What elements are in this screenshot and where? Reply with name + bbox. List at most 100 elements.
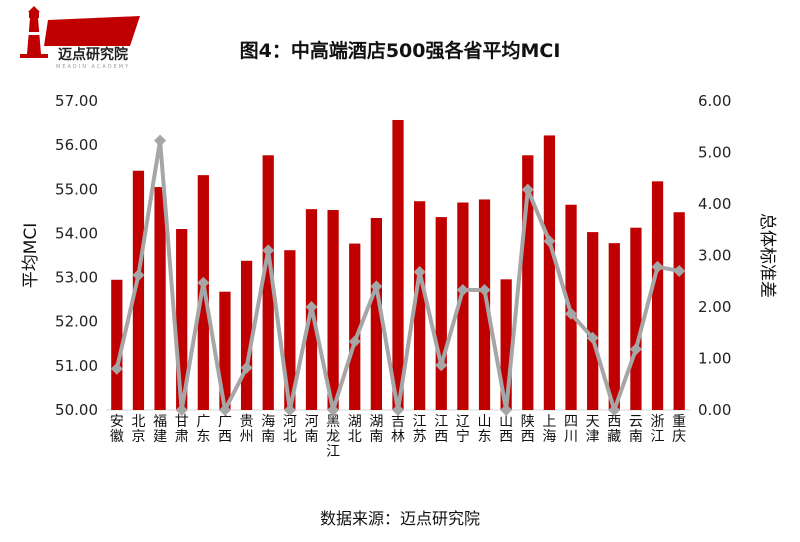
y-tick-label: 54.00 [55, 224, 98, 242]
category-label: 山东 [478, 414, 492, 445]
y-tick-label: 51.00 [55, 357, 98, 375]
line-point [500, 404, 513, 416]
bar [154, 187, 166, 410]
bar [478, 199, 491, 410]
logo-name: 迈点研究院 [58, 47, 128, 63]
category-label: 甘肃 [175, 414, 189, 445]
line-point [197, 276, 210, 289]
y2-tick-label: 4.00 [698, 195, 731, 213]
y-axis-label: 平均MCI [21, 223, 41, 289]
bar [673, 212, 685, 410]
category-label: 吉林 [391, 414, 405, 445]
line-point [456, 284, 469, 297]
line-point [218, 404, 231, 416]
category-label: 西藏 [607, 414, 621, 445]
category-label: 云南 [629, 414, 643, 445]
category-label: 河南 [304, 414, 318, 445]
line-point [262, 244, 275, 257]
category-label: 贵州 [240, 414, 254, 445]
bar [414, 201, 426, 410]
source-note: 数据来源：迈点研究院 [319, 509, 480, 528]
category-label: 重庆 [672, 414, 686, 445]
logo: 迈点研究院 MEADIN ACADEMY [8, 6, 140, 72]
y2-tick-label: 6.00 [698, 92, 731, 110]
line-point [327, 404, 340, 416]
y2-tick-label: 0.00 [698, 401, 731, 419]
category-label: 上海 [542, 414, 556, 445]
category-label: 河北 [283, 414, 297, 445]
line-point [370, 280, 383, 293]
line-point [413, 265, 426, 278]
category-label: 北京 [131, 414, 145, 445]
y-tick-label: 50.00 [55, 401, 98, 419]
line-point [305, 301, 318, 313]
line-point [240, 361, 253, 374]
y-tick-label: 56.00 [55, 136, 98, 154]
line-point [586, 331, 599, 344]
bar [219, 291, 231, 410]
line-point [629, 343, 642, 356]
line-point [283, 404, 296, 416]
line-point [348, 335, 361, 348]
category-label: 广东 [196, 414, 210, 445]
category-label: 陕西 [521, 414, 535, 445]
category-label: 湖北 [348, 414, 362, 445]
line-point [435, 359, 448, 372]
line-point [565, 307, 578, 320]
y-tick-label: 52.00 [55, 313, 98, 331]
bar [457, 202, 469, 410]
bar [111, 279, 123, 410]
line-point [110, 362, 123, 375]
bar [500, 279, 512, 410]
category-label: 湖南 [369, 414, 383, 445]
line-point [673, 264, 686, 277]
category-label: 浙江 [651, 414, 665, 445]
bar [262, 155, 274, 410]
bar [349, 243, 361, 410]
category-label: 广西 [218, 414, 232, 445]
category-label: 福建 [153, 414, 167, 445]
bar [651, 181, 664, 410]
y-tick-label: 55.00 [55, 180, 98, 198]
line-point [154, 134, 167, 147]
line-point [478, 284, 491, 297]
category-label: 海南 [261, 414, 275, 445]
bar [240, 260, 253, 410]
bar [327, 210, 339, 410]
category-label: 江苏 [413, 414, 427, 445]
y2-tick-label: 1.00 [698, 350, 731, 368]
bar [522, 155, 534, 410]
line-point [521, 183, 534, 196]
y2-tick-label: 2.00 [698, 298, 731, 316]
line-point [608, 404, 621, 416]
bar [370, 217, 382, 410]
y-tick-label: 53.00 [55, 269, 98, 287]
logo-subtitle: MEADIN ACADEMY [56, 64, 131, 70]
chart-title: 图4：中高端酒店500强各省平均MCI [239, 40, 561, 62]
y-tick-label: 57.00 [55, 92, 98, 110]
category-label: 辽宁 [456, 414, 470, 445]
y2-axis-label: 总体标准差 [757, 213, 777, 298]
line-point [651, 260, 664, 273]
line-point [392, 404, 404, 416]
category-label: 黑龙江 [326, 414, 340, 460]
line-point [132, 269, 145, 282]
bar [176, 229, 188, 410]
lighthouse-icon [20, 6, 48, 58]
bar [587, 232, 599, 410]
category-label: 天津 [586, 414, 600, 445]
category-label: 江西 [434, 414, 448, 445]
category-label: 四川 [564, 414, 578, 445]
category-label: 山西 [499, 414, 513, 445]
bar [132, 170, 145, 410]
line-point [543, 235, 556, 248]
y2-tick-label: 5.00 [698, 144, 731, 162]
bar [630, 227, 642, 410]
category-label: 安徽 [110, 414, 124, 445]
bar [543, 135, 556, 410]
bar [284, 250, 296, 410]
bar [608, 243, 620, 410]
bar [435, 217, 447, 410]
y2-tick-label: 3.00 [698, 247, 731, 265]
